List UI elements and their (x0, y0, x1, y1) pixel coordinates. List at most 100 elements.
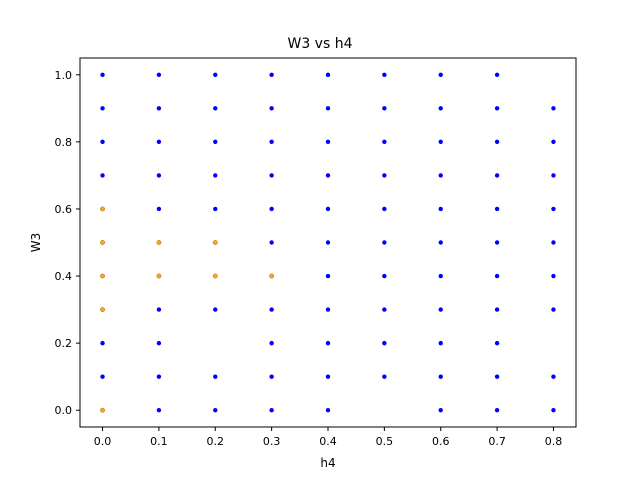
data-point-blue (382, 72, 387, 77)
data-point-blue (269, 240, 274, 245)
data-point-blue (551, 173, 556, 178)
data-point-orange (269, 273, 275, 279)
data-point-blue (156, 374, 162, 379)
data-point-orange (100, 240, 105, 245)
data-point-blue (269, 408, 274, 413)
data-point-blue (438, 206, 443, 212)
x-tick-label: 0.4 (319, 435, 337, 448)
data-point-blue (325, 307, 331, 312)
data-point-blue (269, 206, 274, 212)
data-point-blue (438, 173, 443, 178)
data-point-blue (156, 307, 162, 312)
data-point-blue (494, 240, 500, 245)
data-point-blue (494, 374, 500, 379)
data-point-blue (156, 206, 162, 212)
data-point-blue (325, 374, 331, 379)
data-point-blue (213, 106, 218, 111)
y-axis-label: W3 (29, 233, 43, 253)
x-axis-label: h4 (320, 456, 335, 470)
data-point-blue (325, 206, 331, 212)
data-point-blue (325, 240, 331, 245)
data-point-blue (213, 139, 218, 145)
data-point-orange (156, 273, 162, 279)
y-tick-label: 1.0 (55, 69, 73, 82)
data-point-blue (438, 374, 443, 379)
data-point-blue (438, 106, 443, 111)
data-point-orange (100, 407, 105, 413)
data-point-blue (382, 307, 387, 312)
y-tick-label: 0.2 (55, 337, 73, 350)
data-point-blue (269, 340, 274, 346)
data-point-blue (494, 173, 500, 178)
data-point-blue (551, 106, 556, 111)
data-point-blue (438, 408, 443, 413)
data-point-blue (551, 139, 556, 145)
data-point-blue (551, 307, 556, 312)
data-point-blue (156, 340, 162, 346)
data-point-blue (325, 106, 331, 111)
data-point-blue (494, 408, 500, 413)
data-point-blue (494, 206, 500, 212)
data-point-blue (213, 173, 218, 178)
data-point-orange (156, 240, 162, 245)
data-point-blue (213, 307, 218, 312)
data-point-blue (156, 72, 162, 77)
data-point-blue (494, 72, 500, 77)
data-point-blue (494, 340, 500, 346)
data-point-orange (212, 273, 218, 279)
data-point-blue (382, 340, 387, 346)
data-point-orange (100, 273, 105, 279)
data-point-blue (325, 72, 331, 77)
y-tick-label: 0.4 (55, 270, 73, 283)
x-tick-label: 0.7 (488, 435, 506, 448)
data-point-blue (551, 273, 556, 279)
data-point-blue (438, 273, 443, 279)
data-point-blue (325, 139, 331, 145)
data-point-blue (551, 240, 556, 245)
data-point-blue (382, 374, 387, 379)
data-point-blue (100, 106, 105, 111)
data-point-orange (100, 206, 105, 212)
x-tick-label: 0.8 (545, 435, 563, 448)
data-point-blue (494, 307, 500, 312)
data-point-blue (325, 273, 331, 279)
data-point-blue (213, 206, 218, 212)
data-point-blue (213, 72, 218, 77)
x-tick-label: 0.5 (376, 435, 394, 448)
y-tick-label: 0.8 (55, 136, 73, 149)
data-point-blue (213, 374, 218, 379)
data-point-blue (100, 139, 105, 145)
y-tick-label: 0.6 (55, 203, 73, 216)
data-point-blue (269, 173, 274, 178)
data-point-blue (438, 307, 443, 312)
data-point-blue (100, 173, 105, 178)
data-point-blue (100, 340, 105, 346)
data-point-blue (156, 408, 162, 413)
data-point-blue (156, 139, 162, 145)
chart-title: W3 vs h4 (287, 36, 352, 52)
data-point-blue (382, 139, 387, 145)
data-point-blue (100, 72, 105, 77)
x-tick-label: 0.0 (94, 435, 112, 448)
data-point-blue (213, 408, 218, 413)
data-point-orange (100, 307, 105, 313)
x-axis-ticks: 0.0 0.1 0.2 0.3 0.4 0.5 0.6 0.7 0.8 (94, 427, 562, 448)
data-point-blue (438, 240, 443, 245)
data-point-blue (438, 72, 443, 77)
data-point-blue (269, 374, 274, 379)
data-point-blue (269, 106, 274, 111)
data-point-blue (494, 139, 500, 145)
x-tick-label: 0.3 (263, 435, 281, 448)
data-point-blue (494, 273, 500, 279)
data-point-blue (551, 374, 556, 379)
data-point-blue (382, 273, 387, 279)
data-point-blue (438, 340, 443, 346)
y-tick-label: 0.0 (55, 404, 73, 417)
data-point-blue (325, 340, 331, 346)
data-point-blue (269, 307, 274, 312)
x-tick-label: 0.1 (150, 435, 168, 448)
data-point-blue (382, 173, 387, 178)
data-point-blue (325, 408, 331, 413)
data-point-blue (382, 206, 387, 212)
